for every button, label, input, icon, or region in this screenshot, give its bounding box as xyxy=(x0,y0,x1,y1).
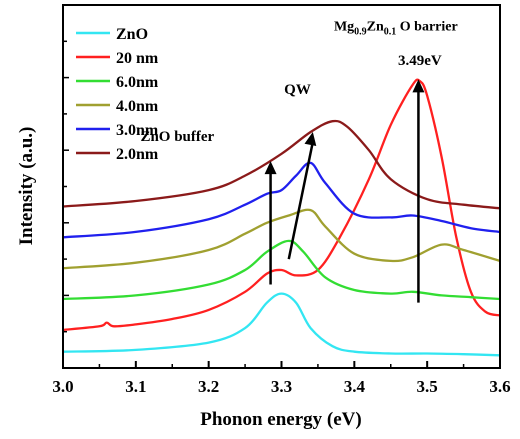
annotation-layer: ZnO buffer QW 3.49eV Mg0.9Zn0.1 O barrier xyxy=(140,19,457,145)
qw-arrow-head xyxy=(304,132,317,146)
arrow-layer xyxy=(264,79,425,303)
series-line-2-0nm xyxy=(62,119,501,210)
series-line-4-0nm xyxy=(62,208,501,270)
x-tick-label: 3.5 xyxy=(417,377,438,396)
series-line-6-0nm xyxy=(62,239,501,301)
series-line-3-0nm xyxy=(62,161,501,239)
series-layer xyxy=(62,78,501,357)
legend-label-4-0nm: 4.0nm xyxy=(116,98,159,115)
x-tick-label: 3.1 xyxy=(125,377,146,396)
annotation-qw: QW xyxy=(284,82,311,98)
x-tick-label: 3.0 xyxy=(52,377,73,396)
x-axis-label: Phonon energy (eV) xyxy=(200,409,361,430)
x-axis-ticks: 3.0 3.1 3.2 3.3 3.4 3.5 3.6 xyxy=(52,361,511,396)
legend-label-2-0nm: 2.0nm xyxy=(116,146,159,163)
barrier-arrow-head xyxy=(412,79,425,93)
x-tick-label: 3.3 xyxy=(271,377,292,396)
series-line-20-nm xyxy=(62,78,501,332)
x-tick-label: 3.2 xyxy=(198,377,219,396)
qw-arrow xyxy=(287,141,315,260)
series-line-zno xyxy=(62,292,501,357)
legend-label-3-0nm: 3.0nm xyxy=(116,122,159,139)
legend: ZnO 20 nm 6.0nm 4.0nm 3.0nm 2.0nm xyxy=(76,26,159,163)
legend-label-zno: ZnO xyxy=(116,26,148,43)
zno-buffer-arrow-head xyxy=(264,161,277,175)
legend-label-6-0nm: 6.0nm xyxy=(116,74,159,91)
x-tick-label: 3.6 xyxy=(489,377,510,396)
y-axis-label: Intensity (a.u.) xyxy=(16,127,37,246)
x-tick-label: 3.4 xyxy=(344,377,366,396)
annotation-3-49ev: 3.49eV xyxy=(398,53,442,69)
annotation-zno-buffer: ZnO buffer xyxy=(140,129,214,145)
y-axis-ticks xyxy=(63,40,69,333)
annotation-barrier: Mg0.9Zn0.1 O barrier xyxy=(334,19,458,37)
legend-label-20-nm: 20 nm xyxy=(116,50,159,67)
